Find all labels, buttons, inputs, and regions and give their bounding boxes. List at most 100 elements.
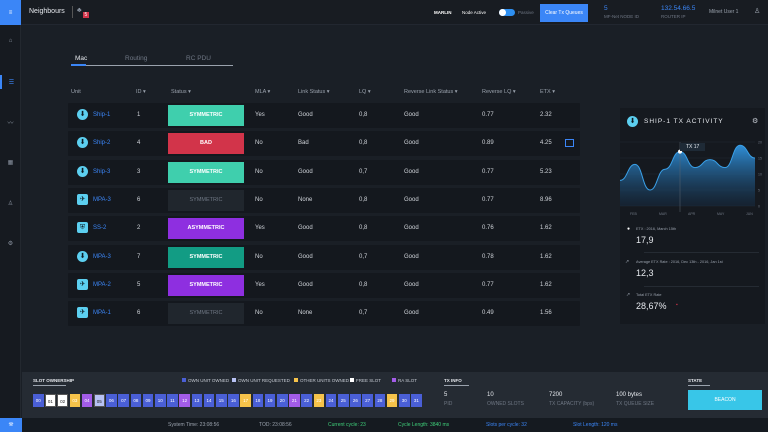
router-ip-label: ROUTER IP (661, 14, 686, 19)
slot-cell[interactable]: 23 (313, 394, 325, 407)
slot-ownership-title: SLOT OWNERSHIP (33, 378, 75, 383)
slot-cell[interactable]: 04 (81, 394, 93, 407)
slot-cell[interactable]: 05 (94, 394, 105, 407)
slot-cell[interactable]: 26 (350, 394, 361, 407)
calendar-icon[interactable]: ▦ (7, 159, 14, 166)
sort-icon[interactable]: ▾ (325, 89, 330, 95)
sort-icon[interactable]: ▾ (186, 89, 191, 95)
legend-label: RA SLOT (398, 378, 418, 383)
column-header[interactable]: Status ▾ (171, 89, 191, 95)
slot-cell[interactable]: 19 (264, 394, 276, 407)
slot-cell[interactable]: 08 (130, 394, 142, 407)
column-header[interactable]: ID ▾ (136, 89, 146, 95)
divider (72, 6, 73, 18)
etx-value: 1.62 (540, 253, 552, 260)
slot-cell[interactable]: 31 (411, 394, 422, 407)
unit-link[interactable]: SS-2 (93, 225, 107, 232)
column-header[interactable]: Link Status ▾ (298, 89, 330, 95)
tabs-underline (71, 65, 233, 66)
column-header[interactable]: Reverse Link Status ▾ (404, 89, 458, 95)
table-row[interactable]: ⬇ Ship-3 3 SYMMETRIC No Good 0,7 Good 0.77 5.23 (68, 159, 580, 185)
slot-cell[interactable]: 28 (374, 394, 386, 407)
slot-cell[interactable]: 27 (362, 394, 373, 407)
neighbours-list-icon[interactable]: ☰ (0, 75, 21, 89)
table-row[interactable]: ✈ MPA-1 6 SYMMETRIC No None 0,7 Good 0.49 1.56 (68, 301, 580, 327)
table-row[interactable]: ⬇ MPA-3 7 SYMMETRIC No Good 0,7 Good 0.78 1.62 (68, 244, 580, 270)
sort-icon[interactable]: ▾ (366, 89, 371, 95)
sort-icon[interactable]: ▾ (141, 89, 146, 95)
satellite-icon[interactable]: ⛯ (0, 418, 22, 432)
beacon-button[interactable]: BEACON (688, 390, 762, 410)
user-icon[interactable]: ♙ (754, 8, 761, 15)
slot-cell[interactable]: 02 (57, 394, 68, 407)
mla-value: No (255, 168, 263, 175)
unit-id: 2 (137, 225, 141, 232)
table-row[interactable]: ✈ MPA-2 5 SYMMETRIC Yes Good 0,8 Good 0.77 1.62 (68, 272, 580, 298)
inbox-icon[interactable] (565, 139, 574, 148)
slot-cell[interactable]: 07 (118, 394, 129, 407)
slot-cell[interactable]: 15 (216, 394, 227, 407)
slot-cell[interactable]: 29 (386, 394, 398, 407)
slot-cell[interactable]: 03 (69, 394, 81, 407)
settings-icon[interactable]: ⚙ (7, 240, 14, 247)
table-row[interactable]: ✈ MPA-3 6 SYMMETRIC No None 0,8 Good 0.77 8.96 (68, 187, 580, 213)
mode-toggle[interactable] (499, 9, 515, 16)
slot-cell[interactable]: 30 (399, 394, 410, 407)
slot-cell[interactable]: 00 (33, 394, 44, 407)
tab-mac[interactable]: Mac (75, 55, 88, 62)
user-icon[interactable]: ♙ (7, 200, 14, 207)
unit-link[interactable]: MPA-2 (93, 281, 111, 288)
slot-cell[interactable]: 17 (240, 394, 251, 407)
column-header[interactable]: ETX ▾ (540, 89, 555, 95)
home-icon[interactable]: ⌂ (8, 38, 13, 44)
logo[interactable]: ≡ (0, 0, 21, 25)
column-header[interactable]: MLA ▾ (255, 89, 270, 95)
column-header[interactable]: LQ ▾ (359, 89, 371, 95)
activity-icon[interactable]: 〰 (7, 120, 14, 127)
slot-cell[interactable]: 24 (325, 394, 337, 407)
slot-cell[interactable]: 09 (142, 394, 154, 407)
unit-link[interactable]: Ship-1 (93, 112, 111, 118)
slot-cell[interactable]: 25 (338, 394, 349, 407)
unit-link[interactable]: MPA-3 (93, 196, 111, 203)
aircraft-icon: ✈ (77, 278, 88, 290)
tab-rc-pdu[interactable]: RC PDU (186, 55, 211, 62)
rev-link-value: Good (404, 168, 419, 175)
legend-label: OWN UNIT REQUESTED (238, 378, 290, 383)
divider (33, 385, 66, 386)
slot-cell[interactable]: 01 (45, 394, 56, 407)
sort-icon[interactable]: ▾ (550, 89, 555, 95)
column-header[interactable]: Unit (71, 89, 81, 95)
slot-cell[interactable]: 13 (191, 394, 203, 407)
x-tick-label: MAY (717, 212, 725, 216)
clear-tx-queues-button[interactable]: Clear Tx Queues (540, 4, 588, 22)
unit-link[interactable]: MPA-1 (93, 310, 111, 317)
column-header[interactable]: Reverse LQ ▾ (482, 89, 516, 95)
table-row[interactable]: ⬇ Ship-2 4 BAD No Bad 0,8 Good 0.89 4.25 (68, 131, 580, 157)
table-row[interactable]: ⛨ SS-2 2 ASYMMETRIC Yes Good 0,8 Good 0.76 1.62 (68, 216, 580, 242)
bell-icon[interactable]: ♣ (77, 7, 82, 14)
sort-icon[interactable]: ▾ (266, 89, 271, 95)
sort-icon[interactable]: ▾ (453, 89, 458, 95)
slot-cell[interactable]: 10 (155, 394, 166, 407)
unit-link[interactable]: MPA-3 (93, 253, 111, 260)
slot-cell[interactable]: 18 (252, 394, 264, 407)
slot-cell[interactable]: 20 (277, 394, 288, 407)
unit-id: 5 (137, 281, 141, 288)
user-name[interactable]: Milnet User 1 (709, 9, 739, 15)
tab-routing[interactable]: Routing (125, 55, 148, 62)
rev-link-value: Good (404, 140, 419, 147)
slot-cell[interactable]: 16 (228, 394, 239, 407)
slot-cell[interactable]: 06 (106, 394, 117, 407)
slots-per-cycle: Slots per cycle: 32 (486, 422, 527, 428)
slot-cell[interactable]: 14 (203, 394, 215, 407)
slot-cell[interactable]: 12 (179, 394, 190, 407)
unit-link[interactable]: Ship-3 (93, 168, 111, 175)
table-row[interactable]: ⬇ Ship-1 1 SYMMETRIC Yes Good 0,8 Good 0.77 2.32 (68, 103, 580, 128)
gear-icon[interactable]: ⚙ (752, 118, 759, 125)
slot-cell[interactable]: 21 (289, 394, 300, 407)
unit-link[interactable]: Ship-2 (93, 140, 111, 147)
sort-icon[interactable]: ▾ (511, 89, 516, 95)
slot-cell[interactable]: 22 (301, 394, 312, 407)
slot-cell[interactable]: 11 (167, 394, 178, 407)
